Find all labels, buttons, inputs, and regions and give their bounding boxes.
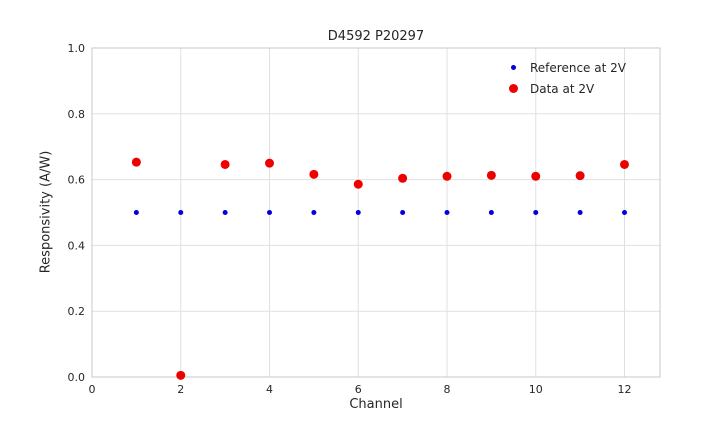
x-tick-label: 0 (89, 383, 96, 396)
x-tick-label: 10 (529, 383, 543, 396)
legend-marker-reference-icon (510, 65, 516, 70)
legend: Reference at 2V Data at 2V (505, 57, 626, 99)
scatter-point-reference (267, 210, 272, 215)
chart-title: D4592 P20297 (327, 29, 425, 44)
scatter-point-reference (222, 210, 228, 215)
x-tick-label: 12 (618, 383, 632, 396)
scatter-point-data (309, 169, 319, 179)
legend-marker-data-icon (508, 84, 518, 93)
y-tick-label: 0.4 (68, 239, 86, 252)
scatter-point-data (620, 159, 629, 169)
scatter-point-data (486, 170, 496, 180)
scatter-point-data (531, 171, 541, 181)
scatter-point-reference (622, 210, 627, 215)
scatter-point-reference (355, 210, 361, 215)
scatter-point-reference (133, 210, 139, 215)
x-axis-label: Channel (349, 397, 403, 412)
legend-label-data: Data at 2V (530, 81, 595, 96)
scatter-point-data (398, 173, 408, 183)
scatter-point-data (176, 370, 186, 380)
y-axis-label: Responsivity (A/W) (38, 150, 54, 274)
scatter-point-data (442, 171, 452, 181)
scatter-point-data (131, 157, 141, 167)
legend-item-reference: Reference at 2V (505, 57, 626, 78)
scatter-point-reference (444, 210, 450, 215)
scatter-point-reference (577, 210, 583, 215)
scatter-point-data (220, 159, 230, 169)
scatter-point-data (575, 171, 585, 181)
x-tick-label: 2 (177, 383, 184, 396)
y-tick-label: 0.8 (68, 108, 86, 121)
x-tick-label: 6 (355, 383, 362, 396)
y-tick-label: 1.0 (68, 42, 86, 55)
x-tick-label: 4 (266, 383, 273, 396)
x-tick-label: 8 (444, 383, 451, 396)
scatter-point-reference (311, 210, 317, 215)
scatter-point-reference (178, 210, 184, 215)
y-tick-label: 0.6 (68, 174, 86, 187)
scatter-point-reference (400, 210, 406, 215)
legend-label-reference: Reference at 2V (530, 60, 626, 75)
scatter-point-reference (533, 210, 539, 215)
scatter-point-data (353, 179, 363, 189)
plot-border (91, 47, 661, 378)
y-tick-label: 0.0 (68, 371, 86, 384)
scatter-point-data (265, 158, 274, 168)
y-tick-label: 0.2 (68, 305, 86, 318)
scatter-point-reference (488, 210, 494, 215)
legend-item-data: Data at 2V (505, 78, 626, 99)
